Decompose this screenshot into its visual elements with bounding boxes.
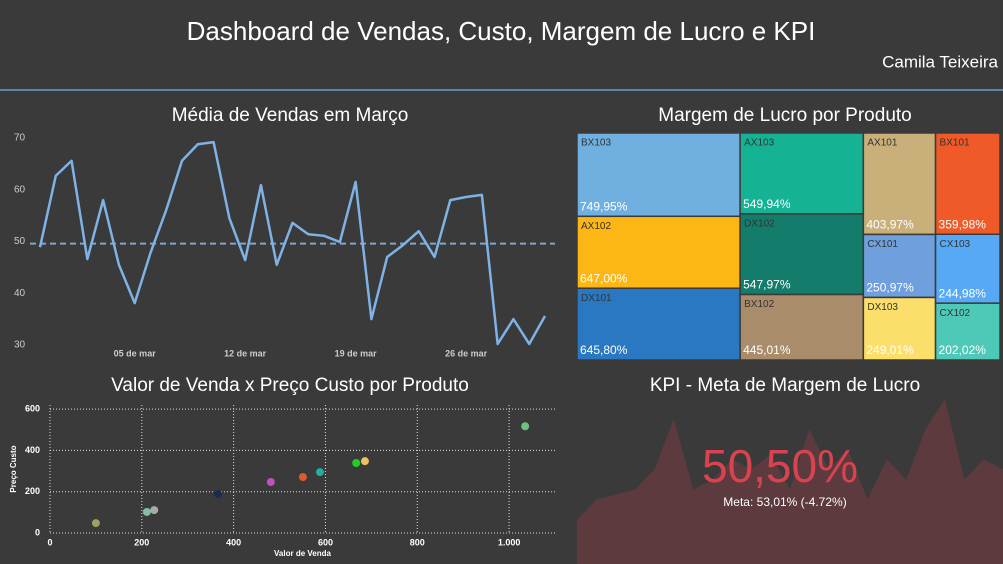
cell-name: BX101 — [940, 138, 970, 149]
scatter-point — [521, 422, 530, 431]
cell-value: 244,98% — [939, 286, 987, 300]
cell-name: DX103 — [867, 302, 898, 313]
y-tick-label: 600 — [25, 404, 40, 414]
kpi-trend — [577, 399, 1003, 564]
cell-value: 647,00% — [580, 271, 628, 285]
chart-title: KPI - Meta de Margem de Lucro — [650, 375, 920, 396]
y-tick-label: 0 — [35, 527, 40, 537]
y-tick-label: 30 — [14, 340, 26, 351]
chart-title: Margem de Lucro por Produto — [658, 105, 911, 126]
x-tick-label: 600 — [318, 537, 333, 547]
scatter-point — [214, 489, 223, 498]
x-tick-label: 0 — [47, 537, 52, 547]
treemap-cell — [862, 233, 937, 299]
cell-name: BX103 — [581, 138, 611, 149]
cell-name: CX102 — [940, 308, 971, 319]
cell-name: AX102 — [581, 221, 611, 232]
cell-value: 645,80% — [580, 343, 628, 357]
x-tick-label: 12 de mar — [224, 348, 267, 358]
cell-value: 202,02% — [939, 343, 987, 357]
scatter-point — [298, 473, 307, 482]
cell-value: 359,98% — [939, 217, 987, 231]
scatter-point — [142, 507, 151, 516]
kpi-goal: Meta: 53,01% (-4.72%) — [723, 495, 846, 509]
sales-line — [38, 140, 547, 346]
x-tick-label: 200 — [134, 537, 149, 547]
treemap-cell — [576, 132, 741, 218]
treemap-cell — [862, 296, 937, 361]
y-tick-label: 400 — [25, 445, 40, 455]
cell-value: 445,01% — [743, 343, 791, 357]
scatter-point — [315, 468, 324, 477]
y-tick-label: 60 — [14, 184, 26, 195]
x-tick-label: 800 — [410, 537, 425, 547]
scatter-point — [91, 519, 100, 528]
cell-value: 249,01% — [866, 343, 914, 357]
x-tick-label: 1.000 — [498, 537, 521, 547]
author: Camila Teixeira — [882, 52, 998, 71]
cell-name: DX102 — [744, 219, 775, 230]
scatter-point — [360, 457, 369, 466]
scatter-point — [150, 506, 159, 515]
treemap-cell — [739, 213, 865, 296]
y-tick-label: 40 — [14, 288, 26, 299]
cell-name: DX101 — [581, 293, 612, 304]
cell-name: AX103 — [744, 138, 774, 149]
treemap-cell — [934, 132, 1001, 236]
cell-name: BX102 — [744, 299, 774, 310]
dashboard-title: Dashboard de Vendas, Custo, Margem de Lu… — [187, 16, 816, 46]
cell-name: AX101 — [867, 138, 897, 149]
y-tick-label: 50 — [14, 236, 26, 247]
cell-value: 403,97% — [866, 218, 914, 232]
treemap-cell — [934, 233, 1001, 304]
treemap-cell — [934, 302, 1001, 361]
y-tick-label: 70 — [14, 133, 26, 144]
cell-value: 549,94% — [743, 197, 791, 211]
scatter-point — [352, 459, 361, 468]
cell-name: CX103 — [940, 239, 971, 250]
x-tick-label: 19 de mar — [335, 348, 378, 358]
chart-title: Valor de Venda x Preço Custo por Produto — [111, 375, 469, 396]
x-axis-label: Valor de Venda — [274, 549, 331, 558]
cell-value: 547,97% — [743, 278, 791, 292]
y-axis-label: Preço Custo — [9, 445, 18, 492]
x-tick-label: 05 de mar — [114, 348, 157, 358]
kpi-value: 50,50% — [702, 440, 858, 492]
x-tick-label: 26 de mar — [445, 348, 488, 358]
scatter-point — [266, 478, 275, 487]
cell-value: 749,95% — [580, 200, 628, 214]
y-tick-label: 200 — [25, 486, 40, 496]
cell-name: CX101 — [867, 239, 898, 250]
x-tick-label: 400 — [226, 537, 241, 547]
cell-value: 250,97% — [866, 281, 914, 295]
chart-title: Média de Vendas em Março — [172, 105, 409, 126]
